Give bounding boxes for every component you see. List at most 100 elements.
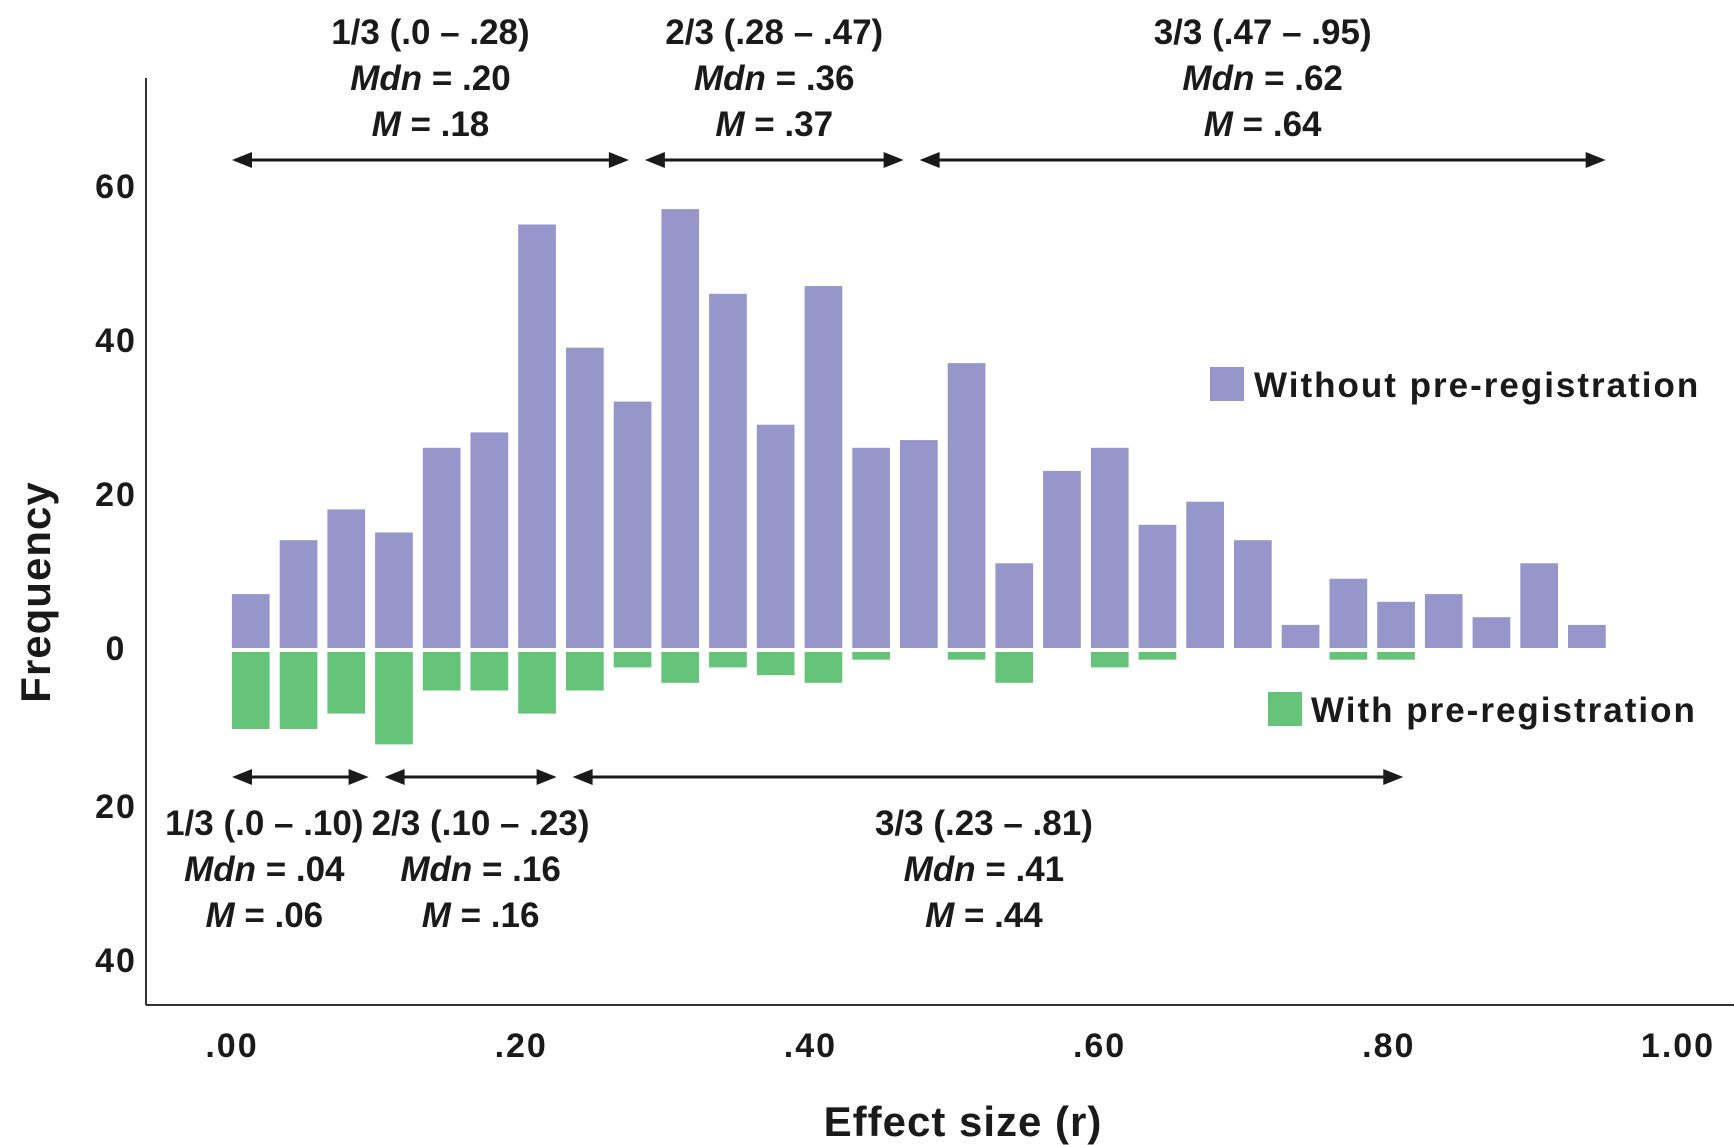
legend-label: With pre-registration — [1311, 691, 1697, 730]
bar-without-prereg-14 — [900, 440, 938, 648]
bar-without-prereg-26 — [1472, 617, 1511, 648]
bar-with-prereg-8 — [613, 652, 652, 668]
bar-with-prereg-12 — [804, 652, 843, 683]
y-tick-label: 40 — [95, 942, 137, 980]
bar-without-prereg-15 — [947, 363, 986, 648]
y-axis-title: Frequency — [12, 481, 59, 702]
bar-without-prereg-23 — [1329, 578, 1368, 648]
bars — [231, 209, 1606, 745]
bar-without-prereg-19 — [1138, 524, 1177, 648]
bar-with-prereg-18 — [1090, 652, 1129, 668]
tertile-median-label: Mdn = .41 — [904, 850, 1064, 889]
bar-without-prereg-1 — [279, 540, 318, 648]
tertile-mean-label: M = .06 — [205, 896, 323, 935]
bar-with-prereg-5 — [470, 652, 509, 691]
tertile-mean-label: M = .18 — [372, 105, 490, 144]
x-axis-title: Effect size (r) — [824, 1098, 1103, 1145]
y-tick-labels: 60 40 20 0 20 40 — [95, 168, 137, 980]
tertile-median-label: Mdn = .04 — [184, 850, 345, 889]
tertile-median-label: Mdn = .20 — [350, 59, 510, 98]
bar-with-prereg-7 — [566, 652, 604, 691]
tertile-mean-label: M = .16 — [422, 896, 540, 935]
bar-with-prereg-1 — [279, 652, 318, 729]
y-tick-label: 60 — [95, 168, 137, 206]
x-tick-label: .20 — [495, 1027, 548, 1065]
legend-swatch — [1210, 367, 1244, 401]
range-arrow — [644, 152, 904, 168]
bar-without-prereg-16 — [995, 563, 1034, 648]
bar-without-prereg-17 — [1043, 470, 1081, 648]
bar-with-prereg-2 — [327, 652, 366, 714]
tertile-range-label: 1/3 (.0 – .10) — [165, 804, 363, 843]
bar-without-prereg-0 — [231, 594, 270, 648]
top-tertile-2: 2/3 (.28 – .47) Mdn = .36 M = .37 — [665, 13, 883, 144]
bottom-tertile-2: 2/3 (.10 – .23) Mdn = .16 M = .16 — [372, 804, 590, 935]
bar-with-prereg-13 — [852, 652, 890, 660]
bar-without-prereg-24 — [1377, 601, 1415, 648]
bar-without-prereg-18 — [1090, 447, 1129, 648]
bar-with-prereg-4 — [422, 652, 461, 691]
bar-without-prereg-3 — [375, 532, 413, 648]
legend-label: Without pre-registration — [1254, 366, 1700, 405]
range-arrow — [232, 152, 629, 168]
x-tick-label: .80 — [1362, 1027, 1415, 1065]
x-tick-label: .00 — [205, 1027, 258, 1065]
x-tick-label: .40 — [784, 1027, 837, 1065]
bar-without-prereg-27 — [1520, 563, 1558, 648]
range-arrow — [572, 769, 1404, 785]
y-tick-label: 20 — [95, 788, 137, 826]
bar-without-prereg-21 — [1234, 540, 1272, 648]
y-tick-label: 20 — [95, 476, 137, 514]
y-tick-label: 40 — [95, 322, 137, 360]
bar-with-prereg-11 — [756, 652, 795, 676]
bar-without-prereg-8 — [613, 401, 652, 648]
range-arrow — [919, 152, 1606, 168]
bar-without-prereg-4 — [422, 447, 461, 648]
axes — [145, 78, 1734, 1006]
bar-without-prereg-13 — [852, 447, 890, 648]
bar-without-prereg-28 — [1568, 624, 1606, 648]
bar-without-prereg-20 — [1186, 501, 1224, 648]
tertile-mean-label: M = .44 — [925, 896, 1043, 935]
top-tertile-3: 3/3 (.47 – .95) Mdn = .62 M = .64 — [1154, 13, 1372, 144]
tertile-mean-label: M = .37 — [715, 105, 833, 144]
bar-with-prereg-23 — [1329, 652, 1368, 660]
range-arrow — [232, 769, 369, 785]
tertile-range-label: 3/3 (.47 – .95) — [1154, 13, 1372, 52]
bar-with-prereg-3 — [375, 652, 413, 745]
x-tick-label: .60 — [1073, 1027, 1126, 1065]
bar-without-prereg-11 — [756, 424, 795, 648]
bar-with-prereg-10 — [709, 652, 747, 668]
bar-with-prereg-24 — [1377, 652, 1415, 660]
bar-without-prereg-10 — [709, 293, 747, 648]
bar-without-prereg-12 — [804, 286, 843, 648]
top-tertile-1: 1/3 (.0 – .28) Mdn = .20 M = .18 — [331, 13, 529, 144]
range-arrow — [384, 769, 557, 785]
bottom-tertile-1: 1/3 (.0 – .10) Mdn = .04 M = .06 — [165, 804, 363, 935]
x-tick-label: 1.00 — [1641, 1027, 1715, 1065]
tertile-range-label: 2/3 (.10 – .23) — [372, 804, 590, 843]
tertile-range-label: 2/3 (.28 – .47) — [665, 13, 883, 52]
bar-without-prereg-6 — [518, 224, 556, 648]
tertile-mean-label: M = .64 — [1204, 105, 1322, 144]
tertile-annotations: 1/3 (.0 – .28) Mdn = .20 M = .18 2/3 (.28 –… — [165, 13, 1606, 935]
bar-with-prereg-9 — [661, 652, 700, 683]
bar-without-prereg-5 — [470, 432, 509, 648]
y-tick-label: 0 — [106, 630, 127, 668]
bottom-tertile-3: 3/3 (.23 – .81) Mdn = .41 M = .44 — [875, 804, 1093, 935]
x-tick-labels: .00 .20 .40 .60 .80 1.00 — [205, 1027, 1715, 1065]
bar-with-prereg-6 — [518, 652, 556, 714]
bar-without-prereg-9 — [661, 209, 700, 648]
tertile-median-label: Mdn = .62 — [1182, 59, 1342, 98]
legend: Without pre-registration With pre-registr… — [1210, 366, 1700, 730]
bar-without-prereg-25 — [1424, 594, 1463, 648]
bar-with-prereg-0 — [231, 652, 270, 729]
tertile-range-label: 1/3 (.0 – .28) — [331, 13, 529, 52]
bar-without-prereg-22 — [1281, 624, 1320, 648]
bar-with-prereg-15 — [947, 652, 986, 660]
tertile-median-label: Mdn = .36 — [694, 59, 854, 98]
tertile-range-label: 3/3 (.23 – .81) — [875, 804, 1093, 843]
bar-with-prereg-16 — [995, 652, 1034, 683]
bar-with-prereg-19 — [1138, 652, 1177, 660]
